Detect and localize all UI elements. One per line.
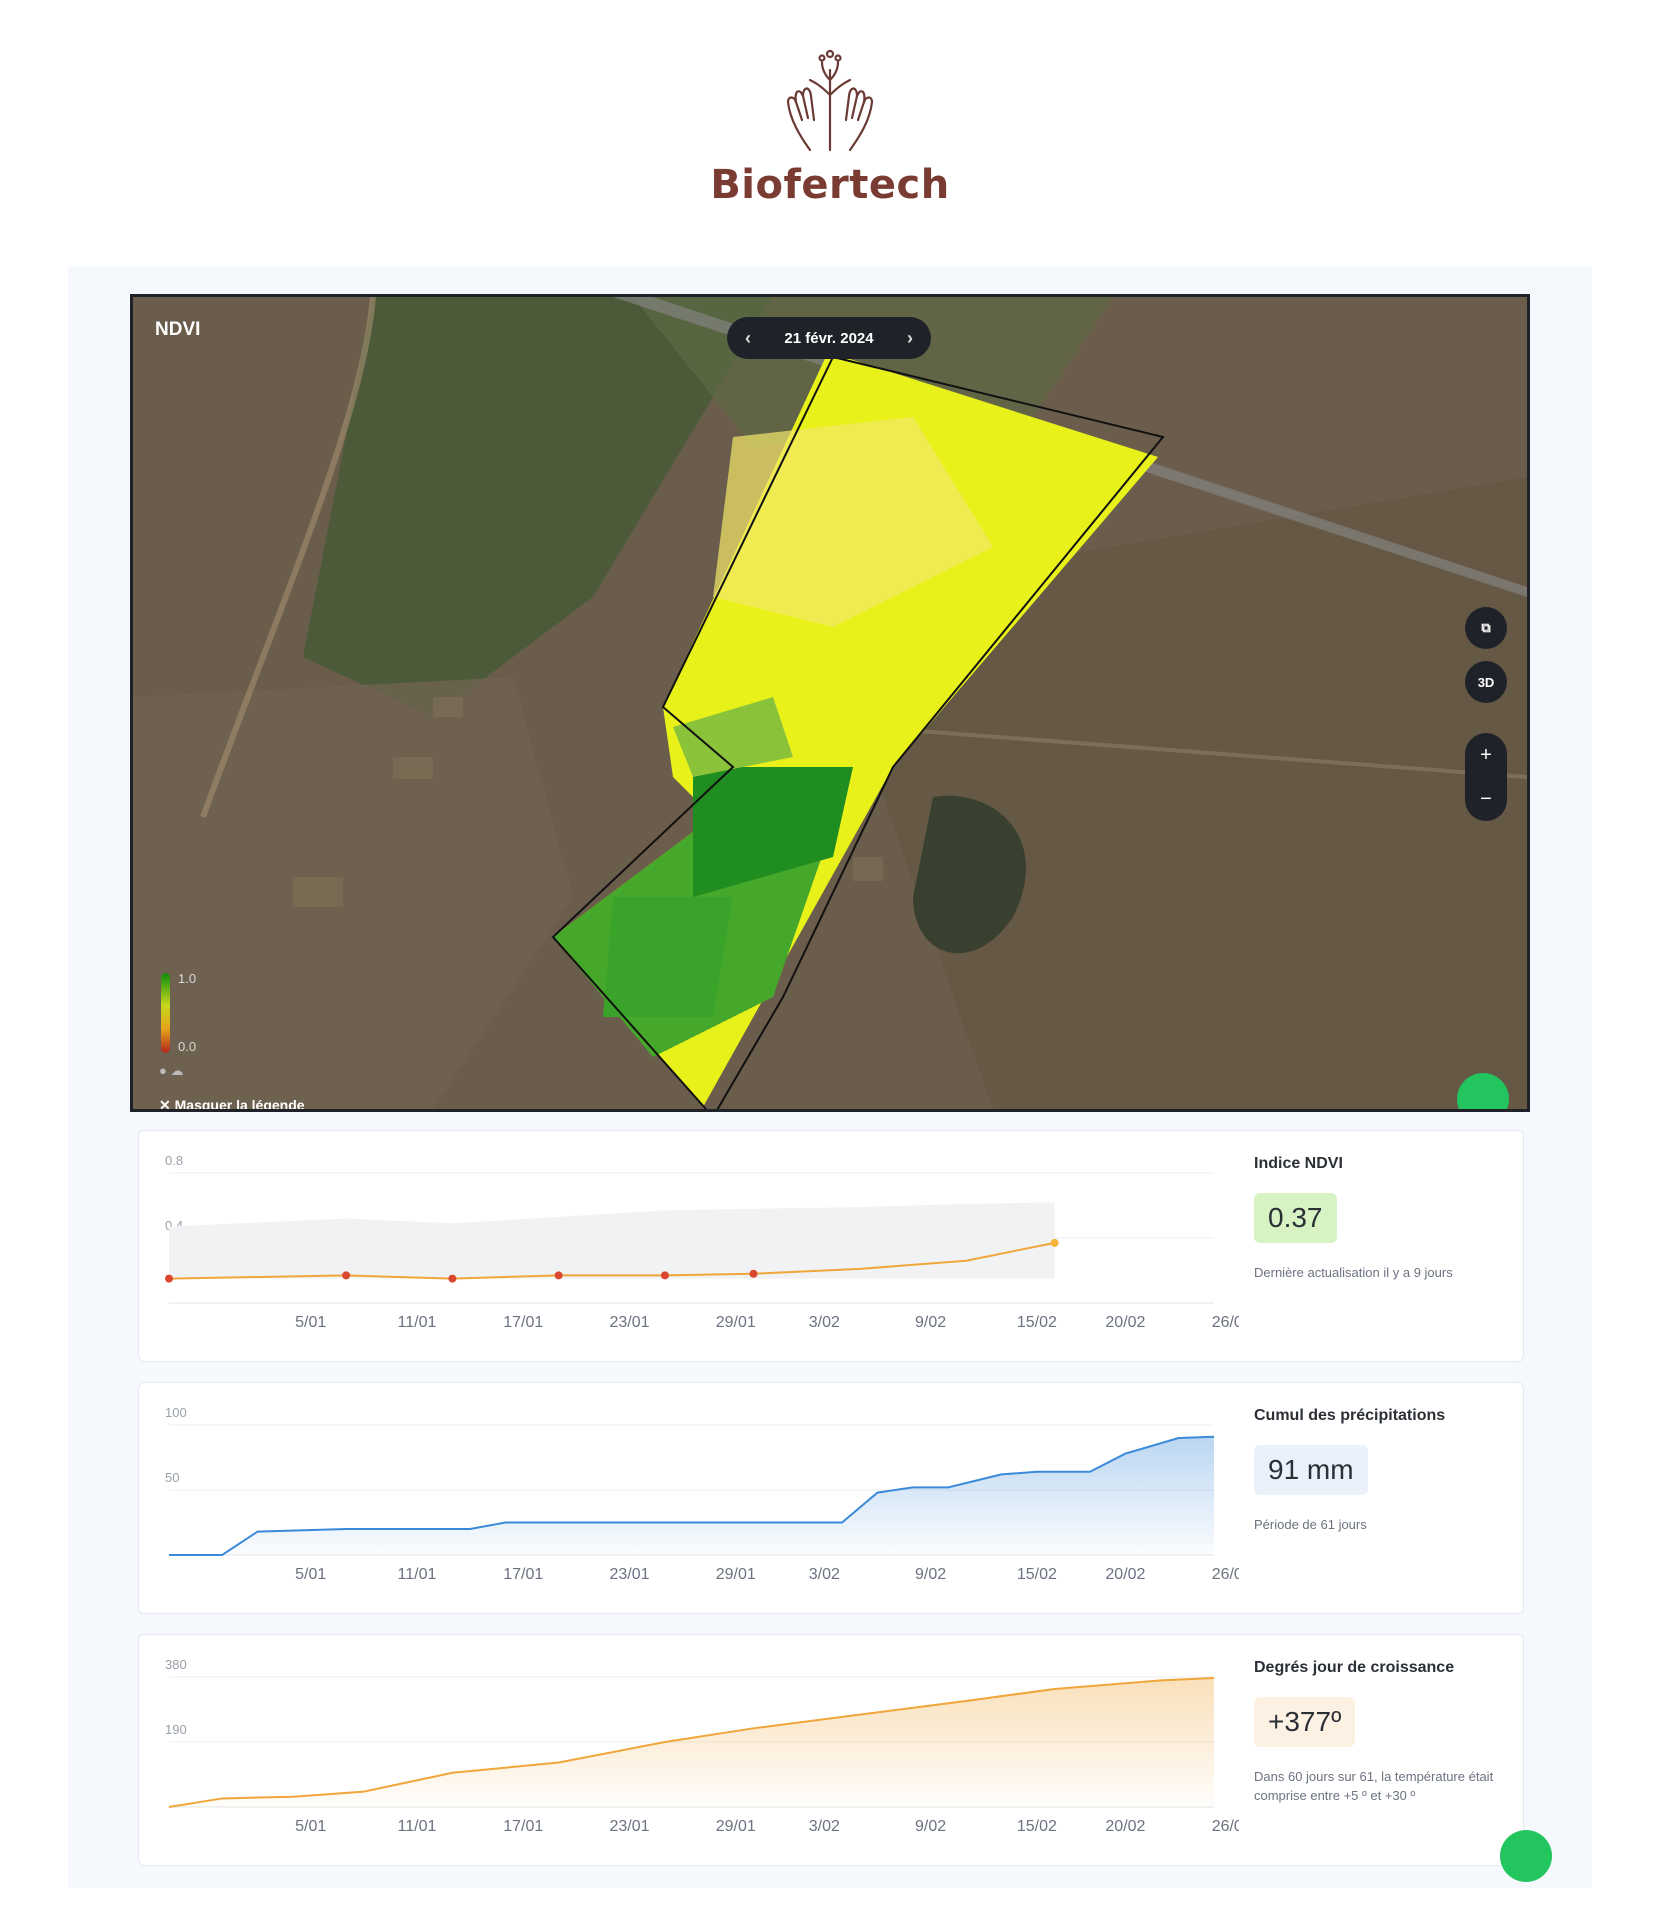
gdd-title: Degrés jour de croissance bbox=[1254, 1659, 1455, 1676]
map-layer-title: NDVI bbox=[155, 319, 201, 340]
gdd-value-badge: +377º bbox=[1254, 1697, 1356, 1747]
satellite-imagery bbox=[133, 297, 1527, 1109]
ndvi-chart: 0.80.45/01 11/01 17/01 23/01 29/01 3/02 9/02 15… bbox=[165, 1153, 1239, 1331]
x-tick-label: 5/01 bbox=[295, 1818, 326, 1835]
brand-logo: Biofertech bbox=[0, 40, 1660, 220]
zoom-out-button[interactable]: − bbox=[1480, 787, 1492, 810]
ndvi-legend-gradient bbox=[161, 973, 170, 1053]
ndvi-data-point[interactable] bbox=[448, 1274, 457, 1283]
ndvi-value-badge: 0.37 bbox=[1254, 1193, 1337, 1243]
x-tick-label: 3/02 bbox=[809, 1818, 840, 1835]
chat-icon[interactable] bbox=[1500, 1830, 1552, 1882]
x-tick-label: 9/02 bbox=[915, 1566, 946, 1583]
precipitation-title: Cumul des précipitations bbox=[1254, 1407, 1446, 1424]
x-tick-label: 29/01 bbox=[716, 1566, 756, 1583]
x-tick-label: 29/01 bbox=[716, 1314, 756, 1331]
x-tick-label: 23/01 bbox=[609, 1818, 649, 1835]
x-tick-label: 11/01 bbox=[398, 1566, 437, 1583]
area-fill bbox=[169, 1678, 1214, 1807]
zoom-controls: + − bbox=[1465, 733, 1507, 821]
ndvi-data-point[interactable] bbox=[165, 1274, 173, 1283]
precipitation-chart: 100 50 5/01 11/01 17/01 23/01 29/01 3/02 9/02 15/… bbox=[165, 1405, 1239, 1583]
x-tick-label: 15/02 bbox=[1017, 1566, 1057, 1583]
y-tick-label: 190 bbox=[165, 1722, 187, 1737]
ndvi-data-point[interactable] bbox=[1050, 1238, 1059, 1247]
growing-degree-days-card: 380 190 5/01 11/01 17/01 23/01 29/01 3/02 9/02 15… bbox=[138, 1634, 1524, 1866]
x-tick-label: 3/02 bbox=[809, 1566, 840, 1583]
x-tick-label: 17/01 bbox=[503, 1314, 543, 1331]
series-line bbox=[169, 1435, 1215, 1556]
date-selector[interactable]: ‹ 21 févr. 2024 › bbox=[727, 317, 931, 359]
ndvi-data-point[interactable] bbox=[749, 1269, 758, 1278]
ndvi-update-note: Dernière actualisation il y a 9 jours bbox=[1254, 1265, 1453, 1280]
gdd-temperature-note: Dans 60 jours sur 61, la température éta… bbox=[1254, 1769, 1494, 1803]
precipitation-value-badge: 91 mm bbox=[1254, 1445, 1368, 1495]
map-layers-icon[interactable]: ⧉ bbox=[1465, 607, 1507, 649]
legend-min: 0.0 bbox=[178, 1039, 197, 1054]
current-date: 21 févr. 2024 bbox=[784, 329, 874, 347]
y-tick-label: 0.8 bbox=[165, 1153, 183, 1168]
y-tick-label: 380 bbox=[165, 1657, 187, 1672]
x-tick-label: 26/02 bbox=[1212, 1566, 1239, 1583]
ndvi-range-band bbox=[169, 1202, 1055, 1279]
x-tick-label: 20/02 bbox=[1105, 1818, 1145, 1835]
x-tick-label: 20/02 bbox=[1105, 1566, 1145, 1583]
brand-name: Biofertech bbox=[710, 162, 950, 208]
x-tick-label: 26/02 bbox=[1212, 1818, 1239, 1835]
x-tick-label: 29/01 bbox=[716, 1818, 756, 1835]
x-tick-label: 23/01 bbox=[609, 1314, 649, 1331]
precipitation-period-note: Période de 61 jours bbox=[1254, 1517, 1367, 1532]
y-tick-label: 50 bbox=[165, 1470, 179, 1485]
chevron-left-icon[interactable]: ‹ bbox=[745, 327, 751, 348]
x-tick-label: 11/01 bbox=[398, 1818, 437, 1835]
x-tick-label: 9/02 bbox=[915, 1314, 946, 1331]
x-tick-label: 17/01 bbox=[503, 1566, 543, 1583]
area-fill bbox=[169, 1436, 1214, 1555]
x-tick-label: 17/01 bbox=[503, 1818, 543, 1835]
hands-plant-icon bbox=[786, 49, 874, 152]
precipitation-card: 100 50 5/01 11/01 17/01 23/01 29/01 3/02 9/02 15/… bbox=[138, 1382, 1524, 1614]
y-tick-label: 100 bbox=[165, 1405, 187, 1420]
growing-degree-days-chart: 380 190 5/01 11/01 17/01 23/01 29/01 3/02 9/02 15… bbox=[165, 1657, 1239, 1835]
x-tick-label: 5/01 bbox=[295, 1566, 326, 1583]
ndvi-data-point[interactable] bbox=[342, 1271, 351, 1280]
ndvi-title: Indice NDVI bbox=[1254, 1155, 1343, 1172]
hide-legend-label: Masquer la légende bbox=[174, 1097, 305, 1112]
ndvi-map[interactable]: NDVI ‹ 21 févr. 2024 › ⧉ 3D + − 1.0 0.0 … bbox=[130, 294, 1530, 1112]
series-line bbox=[168, 1677, 1215, 1808]
ndvi-card: 0.8 0.4 5/01 11/01 17/01 23/01 29/01 3/02 9/02 15… bbox=[138, 1130, 1524, 1362]
zoom-in-button[interactable]: + bbox=[1480, 743, 1492, 766]
x-tick-label: 11/01 bbox=[398, 1314, 437, 1331]
ndvi-data-point[interactable] bbox=[660, 1271, 669, 1280]
x-tick-label: 9/02 bbox=[915, 1818, 946, 1835]
x-tick-label: 3/02 bbox=[809, 1314, 840, 1331]
cloud-icon: ● ☁ bbox=[159, 1063, 184, 1078]
x-tick-label: 15/02 bbox=[1017, 1818, 1057, 1835]
ndvi-data-point[interactable] bbox=[554, 1271, 563, 1280]
x-tick-label: 5/01 bbox=[295, 1314, 326, 1331]
x-tick-label: 23/01 bbox=[609, 1566, 649, 1583]
x-tick-label: 26/02 bbox=[1212, 1314, 1239, 1331]
chat-icon[interactable] bbox=[1457, 1073, 1509, 1109]
x-tick-label: 20/02 bbox=[1105, 1314, 1145, 1331]
legend-max: 1.0 bbox=[178, 971, 197, 986]
hide-legend-button[interactable]: ✕ Masquer la légende bbox=[159, 1097, 305, 1112]
x-tick-label: 15/02 bbox=[1017, 1314, 1057, 1331]
chevron-right-icon[interactable]: › bbox=[907, 327, 913, 348]
view-3d-button[interactable]: 3D bbox=[1465, 661, 1507, 703]
